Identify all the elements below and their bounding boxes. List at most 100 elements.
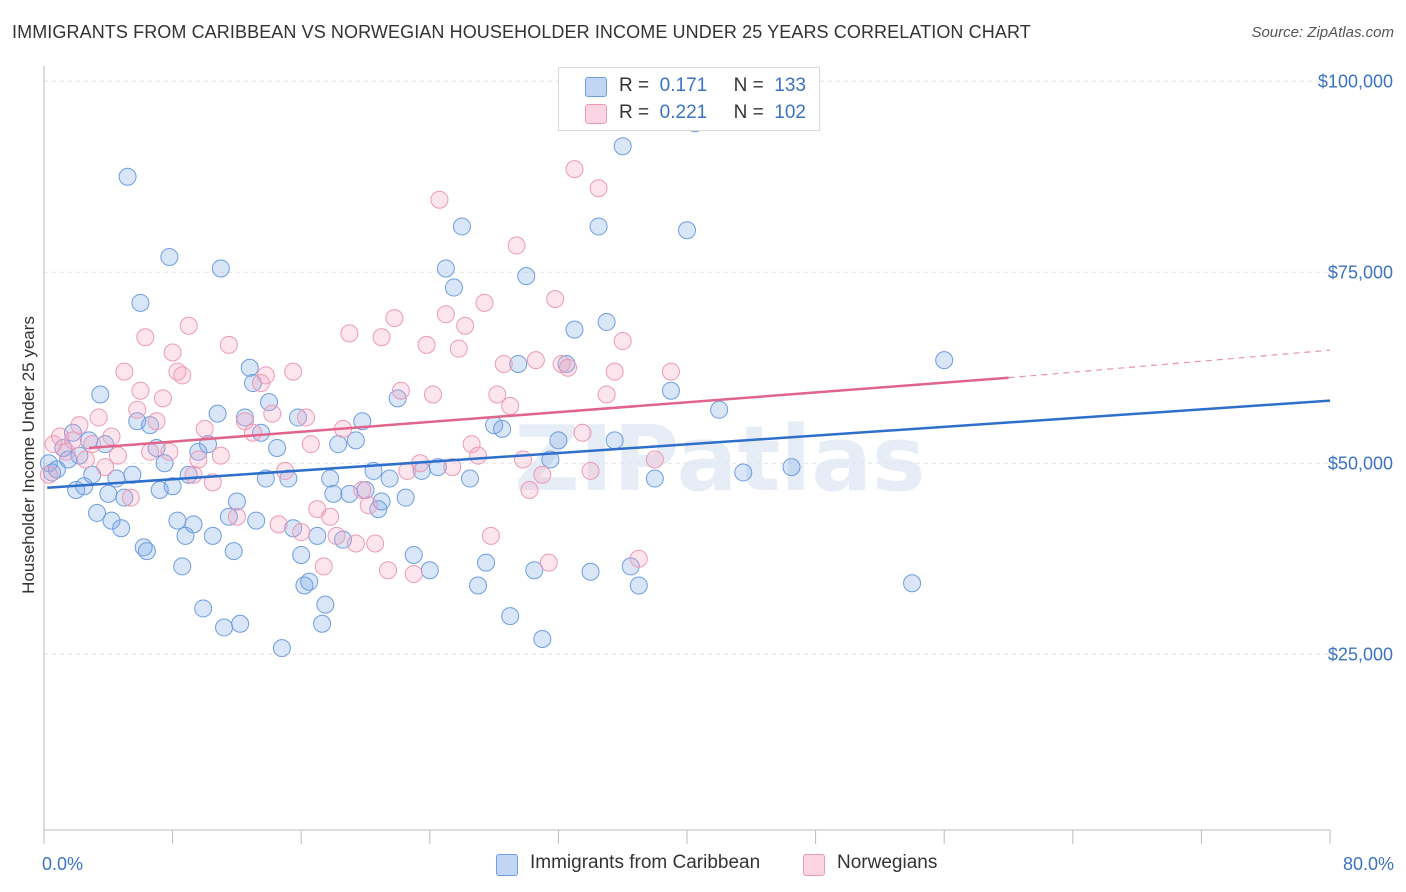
- point-norwegians: [184, 465, 203, 484]
- point-norwegians: [526, 351, 545, 370]
- point-norwegians: [115, 362, 134, 381]
- point-caribbean: [565, 320, 584, 339]
- point-norwegians: [128, 400, 147, 419]
- point-norwegians: [301, 435, 320, 454]
- point-norwegians: [488, 385, 507, 404]
- point-norwegians: [546, 290, 565, 309]
- point-caribbean: [96, 435, 115, 454]
- point-caribbean: [211, 259, 230, 278]
- point-norwegians: [404, 565, 423, 584]
- point-norwegians: [533, 465, 552, 484]
- point-caribbean: [102, 511, 121, 530]
- point-caribbean: [549, 431, 568, 450]
- legend-top: R = 0.171 N = 133 R = 0.221 N = 102: [558, 67, 820, 131]
- watermark: ZIPatlas: [514, 407, 925, 512]
- point-caribbean: [115, 488, 134, 507]
- point-caribbean: [469, 576, 488, 595]
- legend-swatch-pink: [585, 104, 607, 124]
- point-norwegians: [605, 362, 624, 381]
- point-norwegians: [163, 343, 182, 362]
- point-norwegians: [131, 381, 150, 400]
- point-norwegians: [430, 190, 449, 209]
- point-caribbean: [131, 293, 150, 312]
- point-norwegians: [76, 450, 95, 469]
- point-caribbean: [235, 408, 254, 427]
- point-caribbean: [509, 354, 528, 373]
- n-value: 102: [774, 102, 806, 123]
- point-caribbean: [313, 614, 332, 633]
- point-caribbean: [782, 458, 801, 477]
- point-caribbean: [59, 450, 78, 469]
- point-caribbean: [260, 393, 279, 412]
- point-norwegians: [147, 412, 166, 431]
- point-caribbean: [444, 278, 463, 297]
- point-norwegians: [63, 431, 82, 450]
- r-label: R =: [619, 75, 650, 96]
- n-label: N =: [733, 102, 764, 123]
- trend-line-caribbean: [47, 399, 1331, 489]
- point-norwegians: [227, 507, 246, 526]
- legend-stats-norwegians: R = 0.221 N = 102: [619, 102, 806, 124]
- axes: [43, 66, 1331, 844]
- y-tick-label: $25,000: [1328, 644, 1393, 664]
- point-norwegians: [645, 450, 664, 469]
- point-norwegians: [443, 458, 462, 477]
- point-caribbean: [380, 469, 399, 488]
- point-norwegians: [179, 316, 198, 335]
- point-norwegians: [297, 408, 316, 427]
- point-caribbean: [112, 519, 131, 538]
- point-caribbean: [321, 469, 340, 488]
- trend-lines: [47, 349, 1331, 489]
- point-norwegians: [284, 362, 303, 381]
- point-caribbean: [428, 458, 447, 477]
- point-caribbean: [215, 618, 234, 637]
- legend-swatch-blue: [585, 77, 607, 97]
- point-norwegians: [321, 507, 340, 526]
- point-norwegians: [507, 236, 526, 255]
- y-axis-label: Householder Income Under 25 years: [19, 316, 38, 594]
- point-caribbean: [661, 381, 680, 400]
- y-tick-label: $100,000: [1318, 71, 1393, 91]
- point-norwegians: [424, 385, 443, 404]
- series-norwegians: [39, 91, 680, 584]
- point-norwegians: [292, 523, 311, 542]
- point-norwegians: [372, 328, 391, 347]
- point-norwegians: [366, 534, 385, 553]
- point-caribbean: [292, 545, 311, 564]
- point-caribbean: [605, 431, 624, 450]
- point-caribbean: [589, 217, 608, 236]
- point-caribbean: [173, 557, 192, 576]
- point-caribbean: [168, 511, 187, 530]
- point-caribbean: [329, 435, 348, 454]
- point-caribbean: [581, 562, 600, 581]
- point-caribbean: [208, 404, 227, 423]
- point-caribbean: [272, 639, 291, 658]
- point-caribbean: [353, 412, 372, 431]
- point-caribbean: [477, 553, 496, 572]
- point-caribbean: [88, 503, 107, 522]
- point-norwegians: [327, 526, 346, 545]
- point-norwegians: [263, 404, 282, 423]
- point-caribbean: [240, 358, 259, 377]
- point-norwegians: [211, 446, 230, 465]
- point-norwegians: [153, 389, 172, 408]
- point-norwegians: [559, 358, 578, 377]
- point-norwegians: [70, 416, 89, 435]
- point-norwegians: [514, 450, 533, 469]
- point-norwegians: [353, 481, 372, 500]
- point-caribbean: [629, 576, 648, 595]
- point-caribbean: [678, 221, 696, 240]
- r-value: 0.221: [659, 102, 708, 123]
- point-norwegians: [57, 442, 76, 461]
- r-value: 0.171: [659, 75, 708, 96]
- x-tick-label: 0.0%: [42, 854, 83, 874]
- point-norwegians: [160, 442, 179, 461]
- point-caribbean: [613, 137, 632, 156]
- point-caribbean: [597, 312, 616, 331]
- point-norwegians: [346, 534, 365, 553]
- point-caribbean: [43, 463, 62, 482]
- point-norwegians: [314, 557, 333, 576]
- point-caribbean: [517, 267, 536, 286]
- point-caribbean: [137, 542, 156, 561]
